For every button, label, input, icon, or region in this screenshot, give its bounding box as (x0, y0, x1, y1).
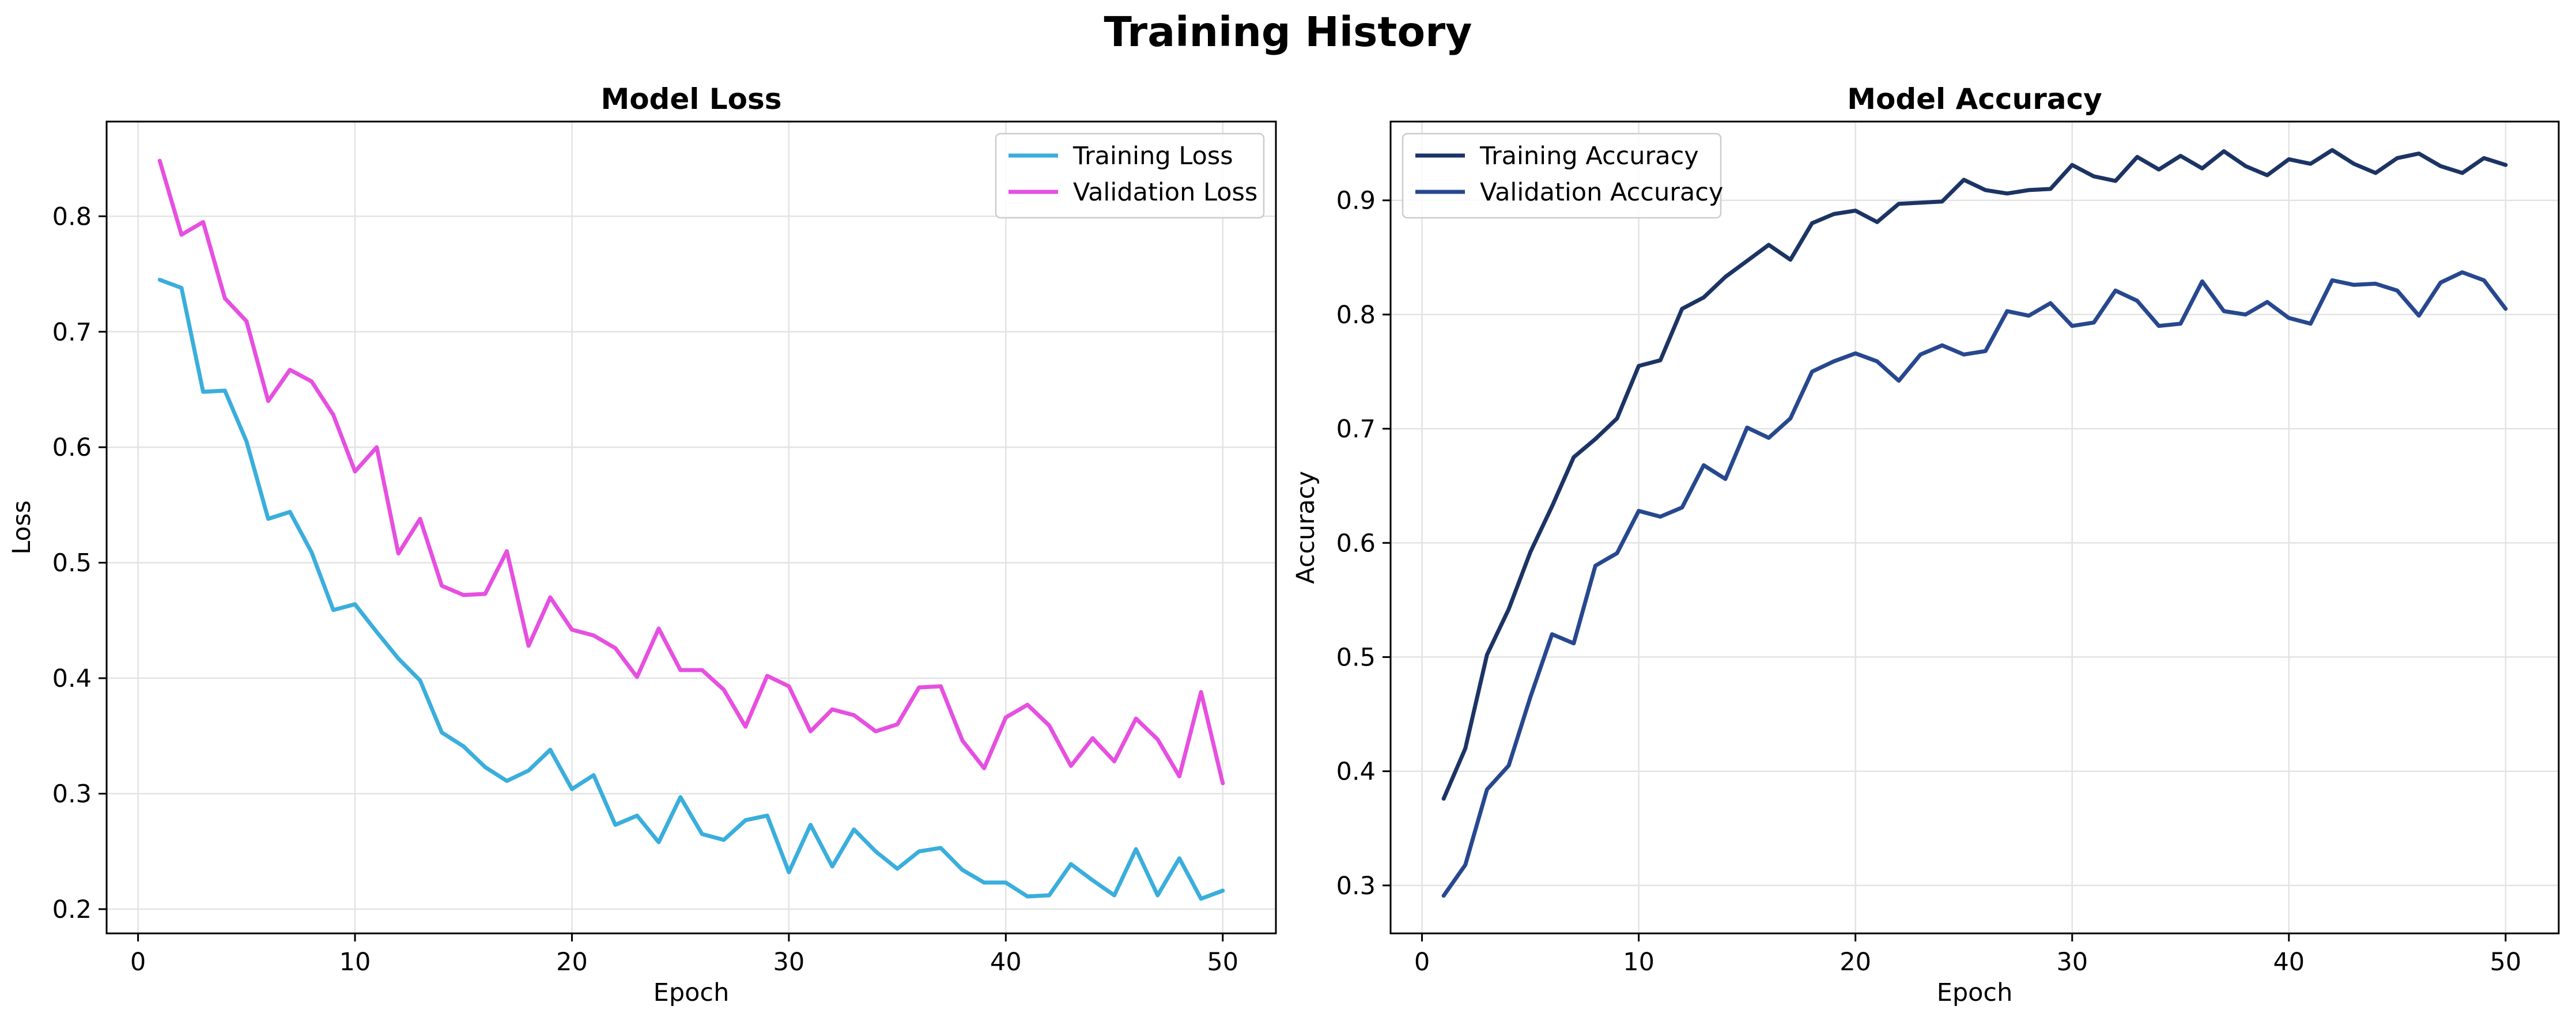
y-tick-label: 0.7 (1336, 415, 1376, 444)
x-axis-label: Epoch (1937, 978, 2013, 1007)
legend-label-1: Training Loss (1072, 142, 1233, 171)
y-tick-label: 0.9 (1336, 187, 1376, 215)
x-tick-label: 30 (773, 948, 805, 977)
legend: Training Accuracy Validation Accuracy (1402, 133, 1723, 219)
legend-box (1402, 133, 1722, 219)
y-tick-label: 0.5 (52, 549, 92, 578)
y-tick-label: 0.6 (1336, 529, 1376, 558)
plot-frame (105, 120, 1277, 935)
x-tick-label: 40 (2273, 948, 2305, 977)
accuracy-chart-panel: 0 10 20 30 40 50 0.3 0.4 0.5 0.6 0.7 0.8 0.9 Model Ac… (1291, 82, 2560, 1007)
plot-frame (1389, 120, 2560, 935)
y-tick-label: 0.8 (52, 202, 92, 231)
legend-label-1: Training Accuracy (1479, 142, 1699, 171)
y-axis-label: Accuracy (1291, 471, 1320, 584)
x-tick-label: 30 (2056, 948, 2088, 977)
chart-title: Model Loss (600, 82, 781, 116)
series-line-1 (1441, 148, 2508, 801)
y-tick-label: 0.2 (52, 895, 92, 924)
legend: Training Loss Validation Loss (995, 133, 1265, 219)
y-tick-label: 0.3 (52, 780, 92, 808)
y-tick-label: 0.7 (52, 318, 92, 347)
x-tick-label: 40 (990, 948, 1022, 977)
x-tick-label: 20 (1840, 948, 1871, 977)
y-tick-label: 0.8 (1336, 301, 1376, 330)
y-axis-label: Loss (7, 500, 36, 554)
y-tick-label: 0.4 (52, 664, 92, 693)
x-tick-label: 0 (1414, 948, 1430, 977)
series-line-1 (157, 278, 1225, 901)
series-line-2 (1441, 270, 2508, 898)
series-line-2 (157, 158, 1225, 785)
legend-label-2: Validation Accuracy (1480, 178, 1723, 207)
y-tick-label: 0.4 (1336, 758, 1376, 786)
y-tick-label: 0.3 (1336, 872, 1376, 901)
x-tick-label: 50 (1207, 948, 1238, 977)
figure-title: Training History (1104, 8, 1472, 56)
x-axis-label: Epoch (654, 978, 730, 1007)
x-tick-label: 10 (339, 948, 371, 977)
legend-label-2: Validation Loss (1073, 178, 1257, 207)
legend-box (995, 133, 1265, 219)
y-tick-label: 0.6 (52, 433, 92, 462)
loss-chart-panel: 0 10 20 30 40 50 0.2 0.3 0.4 0.5 0.6 0.7 0.8 Model Lo… (7, 82, 1277, 1007)
x-tick-label: 20 (556, 948, 588, 977)
chart-title: Model Accuracy (1847, 82, 2102, 116)
y-tick-label: 0.5 (1336, 643, 1376, 672)
x-tick-label: 10 (1623, 948, 1655, 977)
x-tick-label: 50 (2490, 948, 2522, 977)
x-tick-label: 0 (130, 948, 146, 977)
